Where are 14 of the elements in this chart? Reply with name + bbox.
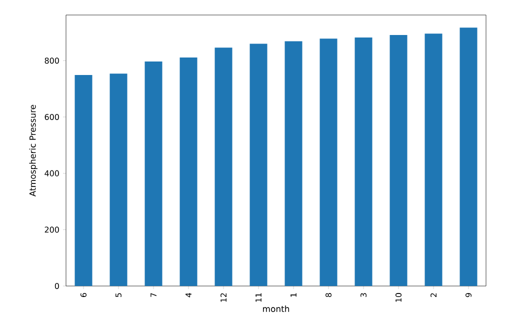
bar xyxy=(424,34,442,286)
bar xyxy=(460,28,478,286)
bar xyxy=(74,75,92,286)
bar xyxy=(180,58,198,286)
bar xyxy=(320,38,338,286)
x-axis-title: month xyxy=(263,306,290,312)
bar xyxy=(110,74,128,286)
bar xyxy=(250,44,268,286)
bar xyxy=(214,48,232,286)
bar xyxy=(354,38,372,286)
bar xyxy=(284,41,302,286)
bar xyxy=(390,35,408,286)
bar xyxy=(144,61,162,286)
y-axis-title: Atmospheric Pressure xyxy=(29,104,38,196)
